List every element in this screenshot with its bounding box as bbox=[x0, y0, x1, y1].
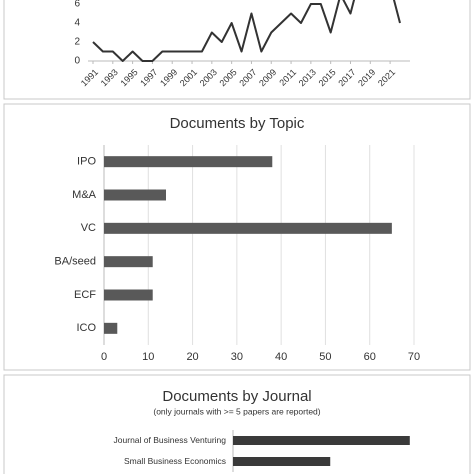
y-tick-label: VC bbox=[81, 222, 96, 234]
x-tick-label: 50 bbox=[319, 351, 331, 363]
y-tick-label: ICO bbox=[76, 322, 96, 334]
bar bbox=[104, 156, 273, 168]
bar bbox=[104, 256, 153, 268]
bar bbox=[233, 436, 410, 445]
y-tick-label: 6 bbox=[74, 0, 80, 10]
y-tick-label: Journal of Business Venturing bbox=[114, 435, 227, 445]
line-series bbox=[92, 0, 401, 62]
panel-frame bbox=[3, 374, 471, 474]
bar bbox=[104, 322, 118, 334]
chart-title: Documents by Topic bbox=[170, 115, 305, 132]
x-tick-label: 0 bbox=[101, 351, 107, 363]
panel-frame bbox=[3, 0, 471, 100]
y-tick-label: Small Business Economics bbox=[124, 456, 226, 466]
x-tick-label: 40 bbox=[275, 351, 287, 363]
bar bbox=[104, 289, 153, 301]
bar bbox=[104, 222, 392, 234]
y-tick-label: 0 bbox=[74, 56, 80, 67]
x-tick-label: 20 bbox=[186, 351, 198, 363]
y-tick-label: 2 bbox=[74, 37, 80, 48]
x-tick-label: 30 bbox=[231, 351, 243, 363]
chart-title: Documents by Journal bbox=[162, 388, 311, 405]
chart-subtitle: (only journals with >= 5 papers are repo… bbox=[153, 406, 320, 416]
x-tick-label: 70 bbox=[408, 351, 420, 363]
panel-frame bbox=[3, 103, 471, 371]
bar bbox=[104, 189, 166, 201]
x-tick-label: 60 bbox=[364, 351, 376, 363]
y-tick-label: IPO bbox=[77, 156, 96, 168]
y-tick-label: ECF bbox=[74, 289, 96, 301]
bar bbox=[233, 457, 331, 466]
y-tick-label: M&A bbox=[72, 189, 97, 201]
x-tick-label: 10 bbox=[142, 351, 154, 363]
y-tick-label: 4 bbox=[74, 18, 80, 29]
y-tick-label: BA/seed bbox=[54, 256, 96, 268]
